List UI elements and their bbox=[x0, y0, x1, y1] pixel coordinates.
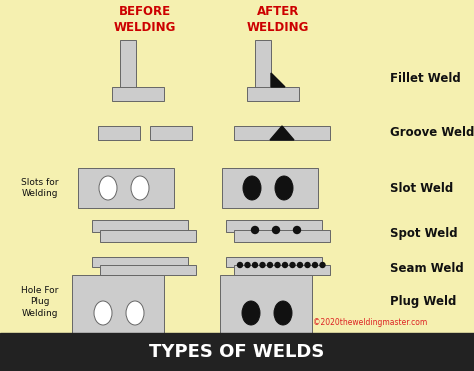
Circle shape bbox=[320, 263, 325, 267]
Text: TYPES OF WELDS: TYPES OF WELDS bbox=[149, 343, 325, 361]
Circle shape bbox=[252, 227, 258, 233]
Ellipse shape bbox=[94, 301, 112, 325]
Ellipse shape bbox=[243, 176, 261, 200]
Text: Slot Weld: Slot Weld bbox=[390, 181, 453, 194]
Text: AFTER
WELDING: AFTER WELDING bbox=[247, 5, 309, 34]
Bar bbox=[220, 275, 312, 355]
Circle shape bbox=[267, 263, 273, 267]
Bar bbox=[78, 168, 174, 208]
Polygon shape bbox=[271, 73, 285, 87]
Circle shape bbox=[290, 263, 295, 267]
Circle shape bbox=[275, 263, 280, 267]
Circle shape bbox=[253, 263, 257, 267]
Text: Spot Weld: Spot Weld bbox=[390, 227, 457, 240]
Text: Hole For
Plug
Welding: Hole For Plug Welding bbox=[21, 286, 59, 318]
Circle shape bbox=[245, 263, 250, 267]
Ellipse shape bbox=[275, 176, 293, 200]
Circle shape bbox=[298, 263, 302, 267]
Ellipse shape bbox=[242, 301, 260, 325]
Circle shape bbox=[273, 227, 280, 233]
Bar bbox=[150, 126, 192, 140]
Bar bbox=[0, 333, 474, 371]
Bar bbox=[222, 168, 318, 208]
Bar bbox=[220, 352, 312, 360]
Bar bbox=[92, 220, 188, 232]
Text: Plug Weld: Plug Weld bbox=[390, 295, 456, 309]
Bar bbox=[226, 257, 322, 267]
Bar bbox=[92, 257, 188, 267]
Bar bbox=[120, 40, 136, 92]
Bar bbox=[100, 265, 196, 275]
Bar bbox=[234, 230, 330, 242]
Text: Slots for
Welding: Slots for Welding bbox=[21, 178, 59, 198]
Bar bbox=[98, 126, 140, 140]
Circle shape bbox=[305, 263, 310, 267]
Text: ©2020theweldingmaster.com: ©2020theweldingmaster.com bbox=[313, 318, 427, 327]
Polygon shape bbox=[270, 126, 294, 140]
Circle shape bbox=[312, 263, 318, 267]
Text: BEFORE
WELDING: BEFORE WELDING bbox=[114, 5, 176, 34]
Text: Fillet Weld: Fillet Weld bbox=[390, 72, 461, 85]
Circle shape bbox=[260, 263, 265, 267]
Bar bbox=[112, 87, 164, 101]
Circle shape bbox=[237, 263, 243, 267]
Bar bbox=[247, 87, 299, 101]
Bar bbox=[255, 40, 271, 92]
Ellipse shape bbox=[131, 176, 149, 200]
Text: Seam Weld: Seam Weld bbox=[390, 262, 464, 275]
Bar bbox=[72, 275, 164, 355]
Circle shape bbox=[293, 227, 301, 233]
Text: Groove Weld: Groove Weld bbox=[390, 127, 474, 139]
Circle shape bbox=[283, 263, 288, 267]
Bar bbox=[234, 126, 330, 140]
Ellipse shape bbox=[99, 176, 117, 200]
Bar bbox=[234, 265, 330, 275]
Bar bbox=[226, 220, 322, 232]
Ellipse shape bbox=[126, 301, 144, 325]
Ellipse shape bbox=[274, 301, 292, 325]
Bar bbox=[100, 230, 196, 242]
Bar bbox=[72, 352, 164, 360]
